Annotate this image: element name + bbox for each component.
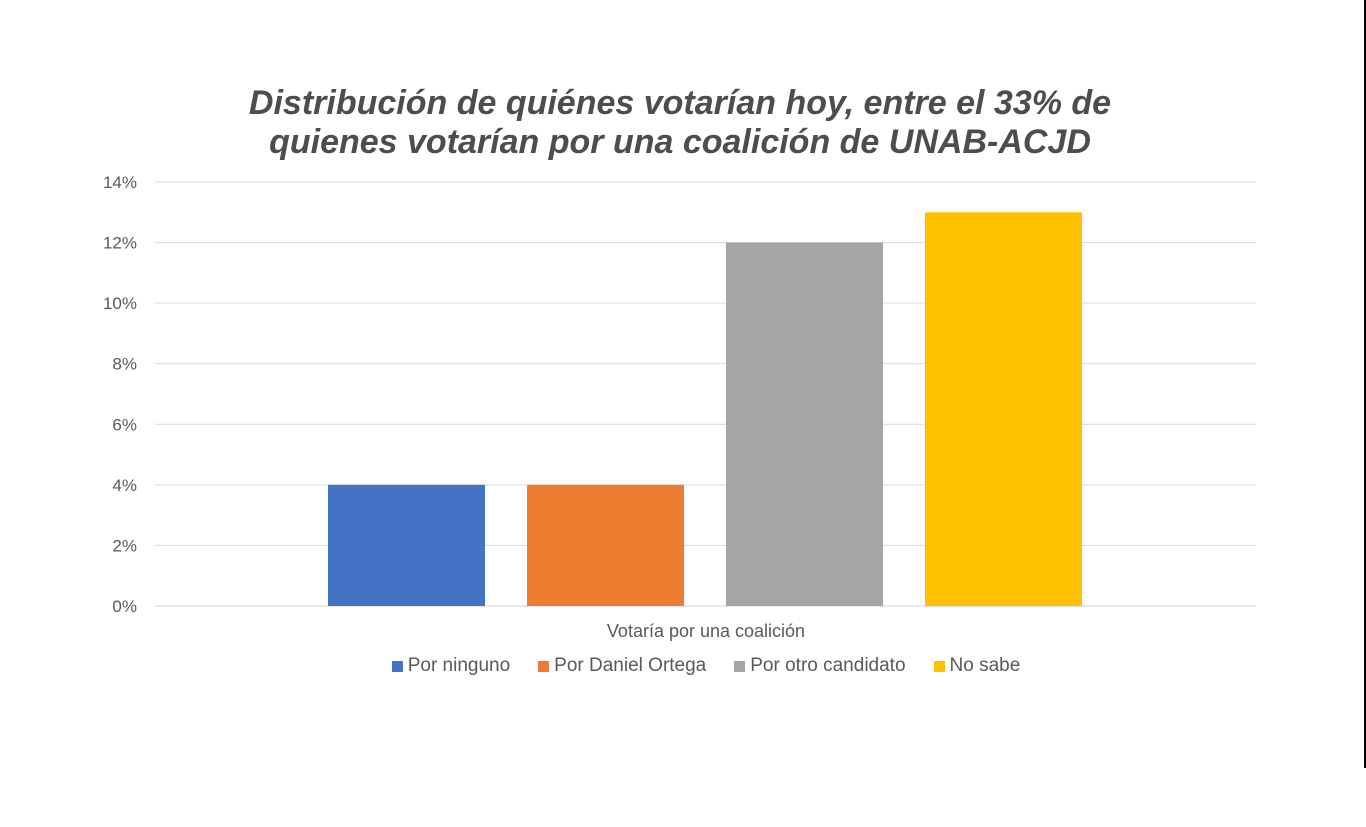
bars <box>328 212 1082 607</box>
legend-label: Por Daniel Ortega <box>554 655 707 676</box>
bar-por-otro-candidato <box>726 242 883 607</box>
bar-no-sabe <box>925 212 1082 607</box>
y-tick-label: 4% <box>112 476 137 495</box>
x-axis-label: Votaría por una coalición <box>607 621 805 641</box>
legend-item: Por ninguno <box>391 655 511 677</box>
y-tick-label: 2% <box>112 536 137 555</box>
chart-title-line-2: quienes votarían por una coalición de UN… <box>269 123 1091 161</box>
bar-por-daniel-ortega <box>527 484 684 606</box>
y-tick-label: 0% <box>112 597 137 616</box>
y-tick-label: 12% <box>103 234 137 253</box>
legend-swatch <box>391 660 403 672</box>
y-tick-label: 10% <box>103 294 137 313</box>
gridlines <box>155 181 1256 607</box>
legend-swatch <box>734 660 746 672</box>
y-tick-label: 6% <box>112 415 137 434</box>
window-edge-line <box>1364 0 1366 768</box>
legend-item: Por Daniel Ortega <box>538 655 706 677</box>
y-tick-label: 8% <box>112 355 137 374</box>
chart-title: Distribución de quiénes votarían hoy, en… <box>180 84 1180 162</box>
legend-label: Por ninguno <box>407 655 511 676</box>
y-axis-ticks: 0% 2% 4% 6% 8% 10% 12% 14% <box>103 173 137 616</box>
chart-legend: Por ninguno Por Daniel Ortega Por otro can… <box>0 655 1366 677</box>
legend-label: No sabe <box>949 655 1021 676</box>
legend-label: Por otro candidato <box>750 655 906 676</box>
chart-title-line-1: Distribución de quiénes votarían hoy, en… <box>248 84 1112 122</box>
y-tick-label: 14% <box>103 173 137 192</box>
legend-swatch <box>933 660 945 672</box>
bar-por-ninguno <box>328 484 485 606</box>
legend-swatch <box>538 660 550 672</box>
legend-item: No sabe <box>933 655 1021 677</box>
legend-item: Por otro candidato <box>734 655 906 677</box>
